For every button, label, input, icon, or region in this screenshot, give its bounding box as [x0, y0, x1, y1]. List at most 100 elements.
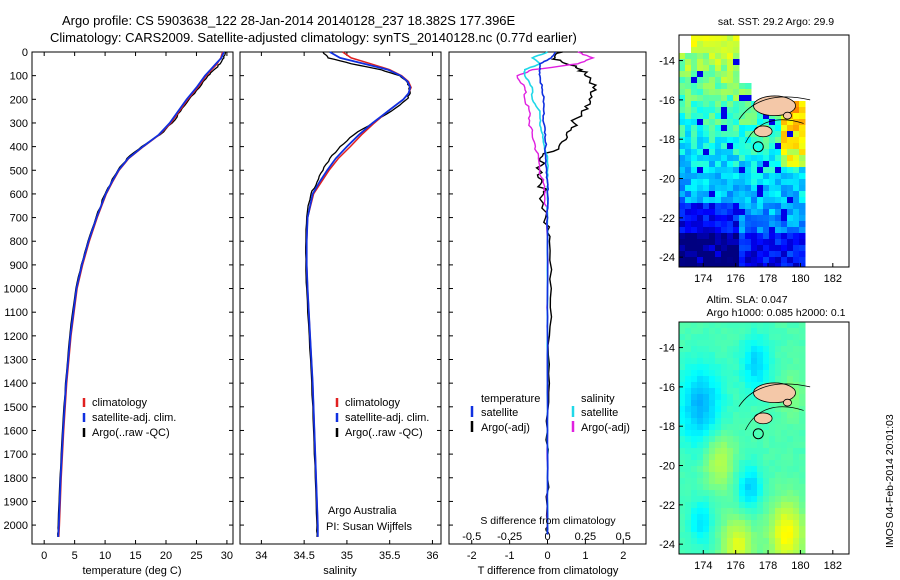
map-cell	[763, 149, 770, 156]
map-cell	[793, 454, 800, 461]
map-cell	[751, 334, 758, 341]
map-cell	[781, 418, 788, 425]
map-cell	[721, 388, 728, 395]
map-cell	[757, 161, 764, 168]
map-cell	[757, 370, 764, 377]
map-cell	[691, 215, 698, 222]
map-cell	[703, 538, 710, 545]
map-cell	[793, 215, 800, 222]
map-cell	[727, 107, 734, 114]
map-cell	[763, 508, 770, 515]
map-cell	[787, 328, 794, 335]
map-cell	[769, 340, 776, 347]
map-cell	[757, 137, 764, 144]
map-cell	[787, 209, 794, 216]
map-cell	[781, 233, 788, 240]
map-cell	[769, 113, 776, 120]
map-cell	[769, 454, 776, 461]
map-cell	[799, 155, 806, 162]
map-cell	[733, 382, 740, 389]
map-cell	[679, 185, 686, 192]
map-cell	[787, 364, 794, 371]
map-cell	[799, 227, 806, 234]
map-cell	[721, 430, 728, 437]
map-cell	[739, 95, 746, 102]
map-cell	[793, 376, 800, 383]
map-cell	[787, 245, 794, 252]
map-cell	[727, 191, 734, 198]
map-cell	[721, 394, 728, 401]
map-cell	[769, 322, 776, 329]
map-cell	[787, 370, 794, 377]
map-cell	[787, 322, 794, 329]
map-cell	[691, 155, 698, 162]
map-cell	[679, 520, 686, 527]
map-cell	[697, 35, 704, 42]
map-cell	[727, 41, 734, 48]
map-cell	[697, 448, 704, 455]
map-cell	[763, 155, 770, 162]
map-cell	[739, 466, 746, 473]
map-cell	[763, 478, 770, 485]
map-cell	[763, 406, 770, 413]
map-cell	[715, 424, 722, 431]
map-cell	[691, 149, 698, 156]
map-cell	[751, 203, 758, 210]
map-cell	[685, 502, 692, 509]
map-cell	[709, 364, 716, 371]
map-cell	[745, 472, 752, 479]
map-cell	[715, 406, 722, 413]
map-cell	[745, 95, 752, 102]
map-cell	[715, 233, 722, 240]
map-cell	[787, 185, 794, 192]
sla-map: Altim. SLA: 0.047 Argo h1000: 0.085 h200…	[659, 294, 850, 572]
map-cell	[745, 185, 752, 192]
map-cell	[685, 472, 692, 479]
map-cell	[751, 245, 758, 252]
map-cell	[733, 245, 740, 252]
series-climatology	[58, 51, 224, 537]
map-cell	[751, 358, 758, 365]
map-cell	[733, 484, 740, 491]
map-cell	[793, 155, 800, 162]
map-cell	[787, 257, 794, 264]
map-cell	[793, 514, 800, 521]
map-cell	[733, 41, 740, 48]
map-cell	[721, 412, 728, 419]
map-cell	[709, 370, 716, 377]
map-cell	[751, 442, 758, 449]
map-cell	[763, 251, 770, 258]
map-cell	[739, 376, 746, 383]
map-cell	[721, 167, 728, 174]
map-cell	[739, 472, 746, 479]
depth-tick-label: 1400	[4, 378, 28, 390]
map-cell	[715, 245, 722, 252]
map-cell	[799, 508, 806, 515]
map-cell	[733, 352, 740, 359]
map-cell	[709, 490, 716, 497]
depth-tick-label: 0	[22, 47, 28, 59]
map-cell	[775, 340, 782, 347]
map-cell	[787, 502, 794, 509]
map-cell	[745, 358, 752, 365]
map-cell	[739, 197, 746, 204]
map-cell	[733, 334, 740, 341]
map-cell	[691, 35, 698, 42]
map-cell	[679, 430, 686, 437]
map-cell	[739, 526, 746, 533]
map-cell	[715, 328, 722, 335]
t-diff-tick-label: 1	[582, 550, 588, 562]
map-cell	[739, 508, 746, 515]
map-cell	[763, 221, 770, 228]
map-cell	[709, 442, 716, 449]
salinity-xlabel: salinity	[323, 565, 357, 577]
map-cell	[781, 203, 788, 210]
map-cell	[733, 101, 740, 108]
map-cell	[769, 406, 776, 413]
map-cell	[799, 352, 806, 359]
map-cell	[793, 538, 800, 545]
map-cell	[679, 550, 686, 554]
map-cell	[703, 203, 710, 210]
map-cell	[727, 149, 734, 156]
map-cell	[703, 532, 710, 539]
